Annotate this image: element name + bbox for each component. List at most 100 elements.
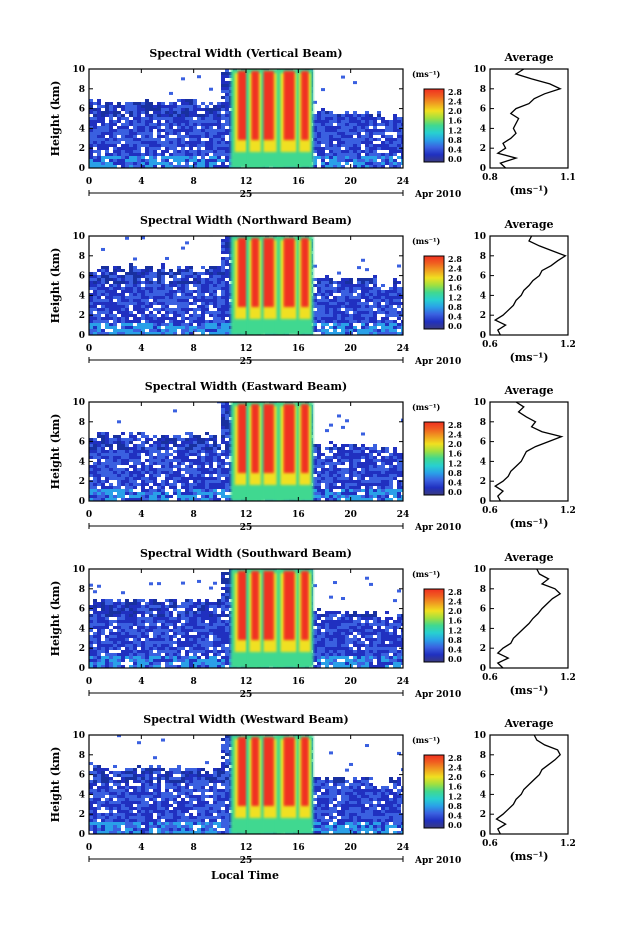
avg-x-tick-label: 1.2	[560, 340, 576, 350]
y-tick-label: 6	[79, 272, 85, 282]
colorbar-tick-label: 1.2	[448, 292, 462, 302]
colorbar-tick-label: 1.6	[448, 116, 462, 126]
x-tick-label: 0	[86, 510, 92, 520]
x-tick-label: 12	[240, 177, 253, 187]
y-tick-label: 6	[79, 105, 85, 115]
panel-title: Spectral Width (Northward Beam)	[140, 214, 352, 227]
avg-y-tick-label: 6	[480, 605, 486, 615]
y-tick-label: 0	[79, 164, 85, 174]
x-tick-label: 8	[191, 677, 197, 687]
date-label: Apr 2010	[414, 523, 461, 533]
avg-profile-line	[496, 568, 562, 669]
avg-y-tick-label: 4	[480, 457, 486, 467]
colorbar-units: (ms⁻¹)	[412, 402, 440, 412]
avg-title: Average	[503, 717, 553, 730]
colorbar	[423, 421, 445, 496]
x-tick-label: 8	[191, 510, 197, 520]
colorbar-tick-label: 0.4	[448, 144, 462, 154]
y-tick-label: 6	[79, 605, 85, 615]
colorbar-tick-label: 0.0	[448, 321, 462, 331]
y-tick-label: 0	[79, 664, 85, 674]
colorbar-units: (ms⁻¹)	[412, 69, 440, 79]
colorbar-tick-label: 1.6	[448, 449, 462, 459]
day-label: 25	[240, 190, 253, 200]
x-tick-label: 16	[292, 177, 305, 187]
y-tick-label: 10	[72, 398, 85, 408]
colorbar-tick-label: 2.4	[448, 264, 462, 274]
heatmap	[89, 569, 403, 668]
avg-y-tick-label: 2	[480, 311, 486, 321]
avg-y-tick-label: 8	[480, 85, 486, 95]
heatmap	[89, 402, 403, 501]
avg-frame	[489, 401, 569, 502]
colorbar	[423, 88, 445, 163]
y-tick-label: 2	[79, 810, 85, 820]
avg-frame	[489, 568, 569, 669]
colorbar-tick-label: 1.6	[448, 283, 462, 293]
x-tick-label: 20	[344, 510, 357, 520]
colorbar-tick-label: 1.6	[448, 616, 462, 626]
x-tick-label: 0	[86, 177, 92, 187]
y-axis-label: Height (km)	[49, 581, 62, 657]
colorbar	[423, 588, 445, 663]
x-tick-label: 20	[344, 177, 357, 187]
colorbar-tick-label: 0.4	[448, 311, 462, 321]
y-tick-label: 8	[79, 751, 85, 761]
avg-y-tick-label: 2	[480, 644, 486, 654]
colorbar-tick-label: 0.8	[448, 801, 462, 811]
x-tick-label: 4	[138, 843, 144, 853]
avg-x-tick-label: 1.1	[560, 173, 576, 183]
avg-y-tick-label: 2	[480, 144, 486, 154]
y-tick-label: 4	[79, 124, 85, 134]
avg-profile-line	[493, 401, 564, 502]
x-tick-label: 16	[292, 843, 305, 853]
colorbar-units: (ms⁻¹)	[412, 569, 440, 579]
panel-title: Spectral Width (Eastward Beam)	[145, 380, 347, 393]
y-tick-label: 8	[79, 418, 85, 428]
avg-y-tick-label: 8	[480, 751, 486, 761]
day-label: 25	[240, 856, 253, 866]
avg-y-tick-label: 4	[480, 124, 486, 134]
colorbar-tick-label: 2.4	[448, 763, 462, 773]
x-tick-label: 0	[86, 344, 92, 354]
y-tick-label: 10	[72, 731, 85, 741]
colorbar-tick-label: 2.8	[448, 87, 462, 97]
avg-y-tick-label: 2	[480, 477, 486, 487]
colorbar-tick-label: 2.0	[448, 439, 462, 449]
avg-y-tick-label: 0	[480, 331, 486, 341]
date-label: Apr 2010	[414, 357, 461, 367]
avg-y-tick-label: 4	[480, 790, 486, 800]
avg-y-tick-label: 8	[480, 585, 486, 595]
y-tick-label: 6	[79, 771, 85, 781]
colorbar-tick-label: 0.0	[448, 820, 462, 830]
y-axis-label: Height (km)	[49, 81, 62, 157]
colorbar-units: (ms⁻¹)	[412, 735, 440, 745]
colorbar-tick-label: 2.4	[448, 597, 462, 607]
day-label: 25	[240, 523, 253, 533]
avg-y-tick-label: 0	[480, 497, 486, 507]
colorbar	[423, 754, 445, 829]
avg-y-tick-label: 0	[480, 664, 486, 674]
y-tick-label: 2	[79, 144, 85, 154]
avg-profile-line	[496, 68, 562, 169]
y-axis-label: Height (km)	[49, 414, 62, 490]
colorbar-tick-label: 0.8	[448, 302, 462, 312]
colorbar-tick-label: 2.0	[448, 606, 462, 616]
colorbar-tick-label: 0.0	[448, 154, 462, 164]
y-tick-label: 0	[79, 830, 85, 840]
avg-profile-line	[495, 734, 562, 835]
x-tick-label: 20	[344, 677, 357, 687]
colorbar-tick-label: 2.8	[448, 587, 462, 597]
avg-title: Average	[503, 218, 553, 231]
x-tick-label: 24	[397, 677, 410, 687]
x-tick-label: 16	[292, 344, 305, 354]
colorbar-tick-label: 2.0	[448, 772, 462, 782]
avg-y-tick-label: 2	[480, 810, 486, 820]
avg-x-tick-label: 0.8	[482, 173, 498, 183]
colorbar-tick-label: 0.4	[448, 477, 462, 487]
avg-y-tick-label: 4	[480, 624, 486, 634]
avg-x-tick-label: 1.2	[560, 506, 576, 516]
avg-y-tick-label: 10	[473, 65, 486, 75]
